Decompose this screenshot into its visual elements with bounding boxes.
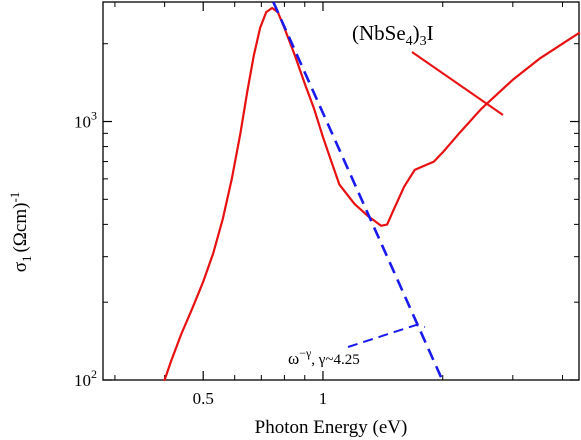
compound-label-sub1: 4	[406, 34, 413, 49]
conductivity-series-line	[163, 6, 581, 382]
series-layer	[163, 1, 581, 382]
y-tick-label-base: 10	[74, 113, 91, 132]
y-tick-label: 102	[74, 367, 97, 390]
y-tick-label-base: 10	[74, 371, 91, 390]
y-axis-label-sub: 1	[19, 256, 34, 263]
compound-pointer-line	[411, 51, 504, 116]
fit-label-exponent: −γ	[299, 346, 312, 360]
compound-label-prefix: (NbSe	[352, 21, 406, 45]
y-tick-label-exponent: 2	[91, 367, 97, 381]
y-axis-label-sup: -1	[7, 192, 22, 203]
y-axis-label-rest: (Ωcm)	[10, 203, 31, 253]
annotation-layer: (NbSe4)3I ω−γ, γ~4.25 Photon Energy (eV)…	[7, 21, 504, 438]
fit-label-omega: ω	[288, 349, 299, 368]
power-law-fit-line	[272, 1, 444, 382]
x-tick-label: 0.5	[193, 389, 214, 408]
y-axis-label-main: σ	[10, 262, 31, 272]
compound-label-mid: )	[413, 21, 420, 45]
y-tick-label: 103	[74, 109, 97, 132]
compound-label: (NbSe4)3I	[352, 21, 434, 49]
compound-label-sub2: 3	[420, 34, 427, 49]
fit-pointer-line	[347, 323, 426, 348]
fit-label: ω−γ, γ~4.25	[288, 346, 360, 368]
compound-label-suffix: I	[427, 21, 434, 45]
x-tick-label: 1	[319, 389, 328, 408]
y-axis-label: σ1 (Ωcm)-1	[7, 192, 34, 273]
plot-frame	[102, 1, 580, 381]
fit-label-gamma: , γ~4.25	[311, 352, 360, 368]
y-tick-label-exponent: 3	[91, 109, 97, 123]
x-axis-label: Photon Energy (eV)	[255, 417, 408, 438]
